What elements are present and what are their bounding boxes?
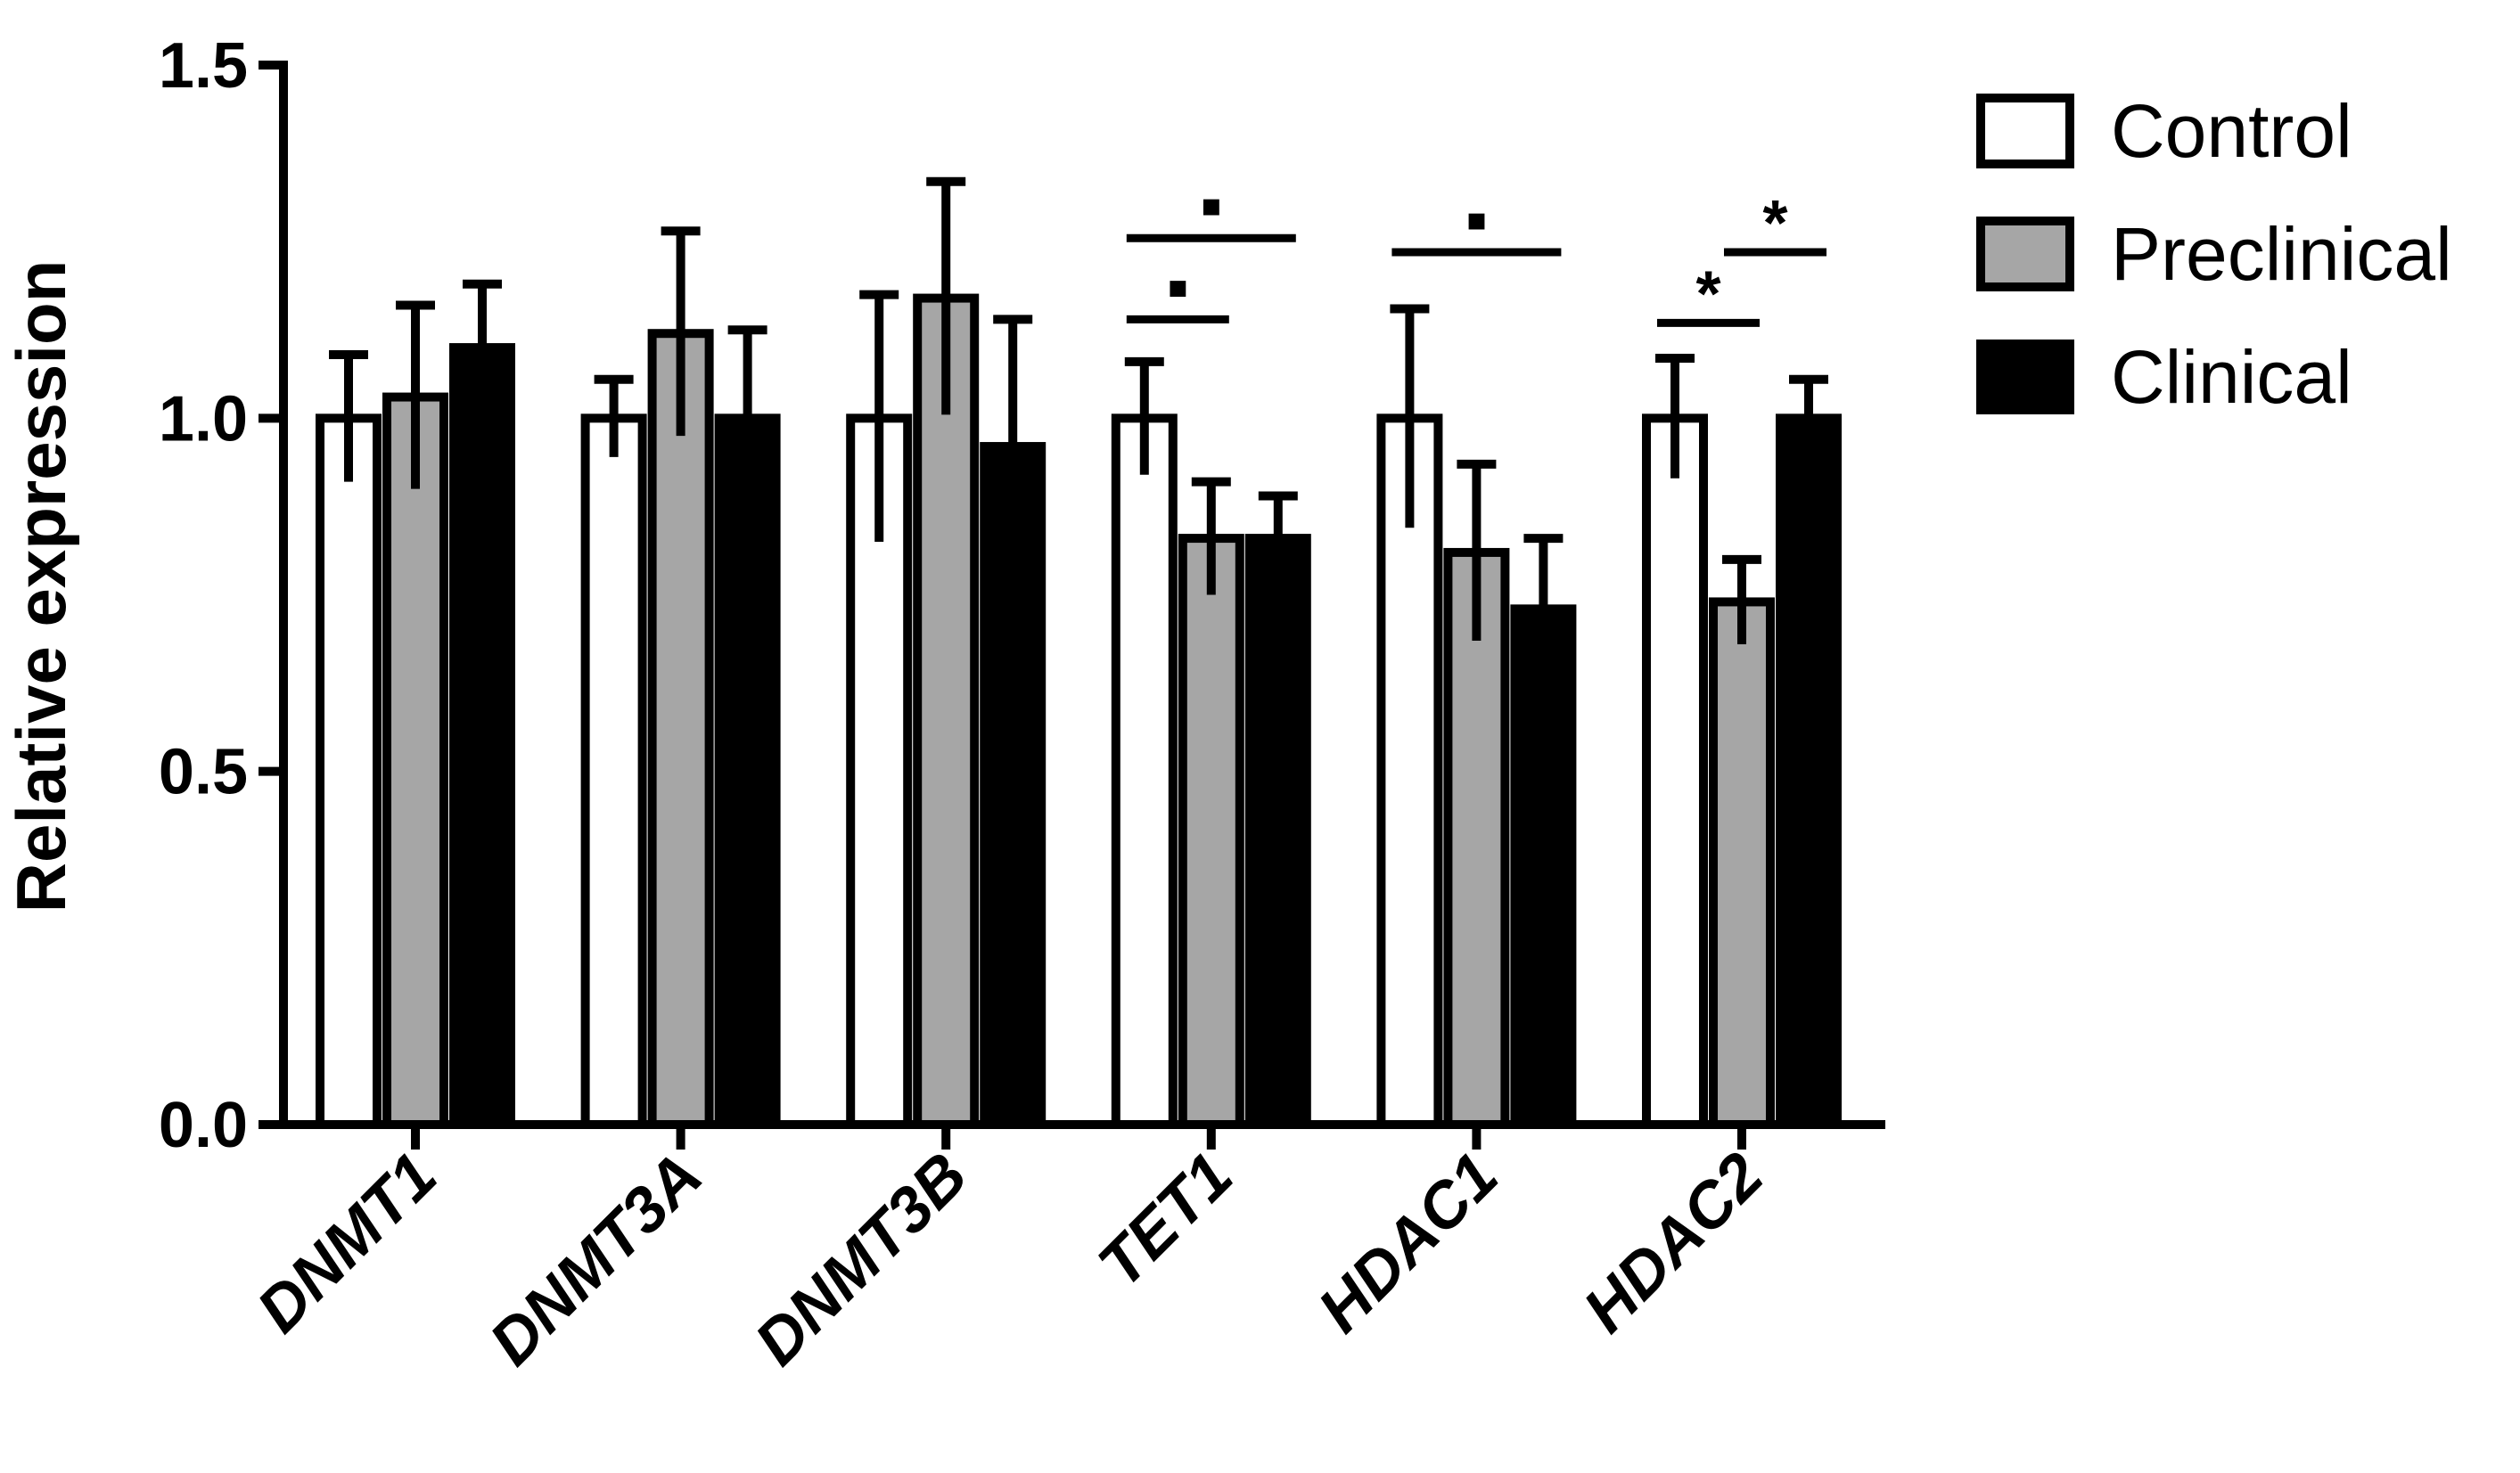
x-tick-label-hdac2: HDAC2: [1570, 1140, 1777, 1346]
legend-label-control: Control: [2111, 89, 2352, 173]
legend-label-clinical: Clinical: [2111, 335, 2352, 419]
legend-label-preclinical: Preclinical: [2111, 212, 2452, 296]
significance-layer: ▪▪ ▪**: [1126, 170, 1826, 330]
significance-label: *: [1762, 188, 1787, 259]
bar-dnmt3a-clinical: [714, 413, 781, 1130]
y-tick-label: 1.5: [159, 30, 248, 102]
significance-label: ▪: [1465, 184, 1489, 256]
y-axis-title: Relative expression: [2, 260, 80, 913]
y-tick-label: 0.5: [159, 737, 248, 808]
bar-dnmt3b-preclinical: [913, 293, 980, 1129]
x-tick-label-hdac1: HDAC1: [1305, 1140, 1512, 1346]
bar-dnmt1-control: [316, 413, 382, 1130]
bars-layer: [316, 293, 1842, 1130]
legend-swatch-clinical: [1976, 340, 2074, 414]
significance-label: ▪: [1200, 170, 1223, 241]
bar-tet1-clinical: [1244, 534, 1311, 1129]
error-bars-layer: [329, 176, 1828, 680]
bar-tet1-control: [1111, 413, 1178, 1130]
significance-label: *: [1695, 258, 1720, 330]
bar-tet1-preclinical: [1178, 534, 1244, 1129]
x-tick-label-dnmt3b: DNMT3B: [742, 1140, 981, 1379]
bar-hdac2-control: [1642, 413, 1708, 1130]
bar-dnmt3b-clinical: [980, 442, 1047, 1130]
bar-dnmt1-preclinical: [382, 392, 448, 1129]
bar-hdac1-clinical: [1510, 604, 1577, 1129]
bar-dnmt1-clinical: [449, 343, 515, 1130]
bar-hdac2-clinical: [1776, 413, 1842, 1130]
legend-swatch-preclinical: [1976, 217, 2074, 291]
y-tick-label: 1.0: [159, 383, 248, 454]
x-tick-label-dnmt1: DNMT1: [243, 1140, 450, 1346]
legend-swatch-control: [1976, 94, 2074, 168]
bar-dnmt3a-control: [580, 413, 647, 1130]
legend: Control Preclinical Clinical: [1976, 89, 2452, 419]
bar-dnmt3a-preclinical: [647, 329, 714, 1130]
x-tick-label-tet1: TET1: [1085, 1140, 1246, 1301]
significance-label: ▪: [1167, 251, 1190, 323]
x-tick-label-dnmt3a: DNMT3A: [476, 1140, 716, 1379]
y-tick-label: 0.0: [159, 1090, 248, 1161]
bar-hdac2-preclinical: [1709, 597, 1775, 1129]
